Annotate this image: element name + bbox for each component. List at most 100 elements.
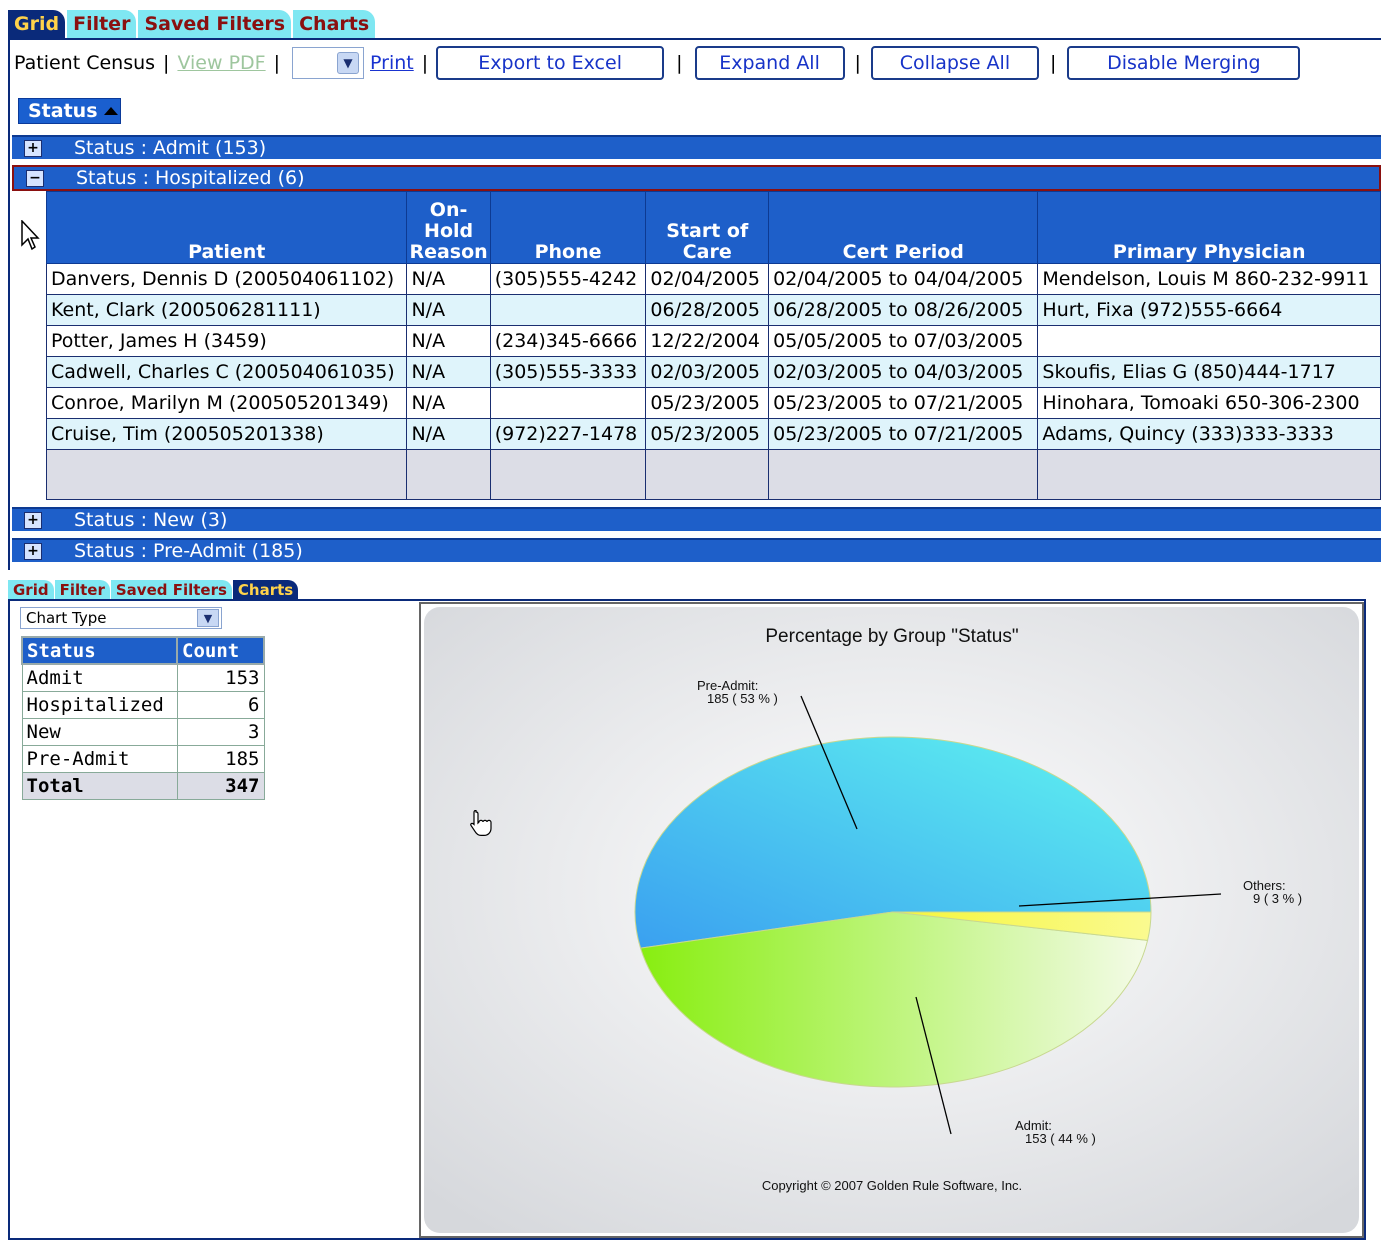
cell-on-hold-reason: N/A <box>406 418 491 450</box>
tab-saved-filters[interactable]: Saved Filters <box>138 10 292 38</box>
cell-primary-physician <box>1037 325 1381 357</box>
summary-status: Hospitalized <box>21 690 178 719</box>
pie-label-name: Admit: <box>1015 1118 1052 1133</box>
pie-slice-pre-admit[interactable] <box>634 736 1152 949</box>
chevron-down-icon[interactable]: ▼ <box>337 52 360 74</box>
status-sort-chip[interactable]: Status <box>18 98 121 124</box>
cell-primary-physician: Skoufis, Elias G (850)444-1717 <box>1037 356 1381 388</box>
leader-line <box>800 695 858 830</box>
expand-icon[interactable]: + <box>24 542 42 560</box>
summary-status: New <box>21 717 178 746</box>
status-summary-table: Status Count Admit 153 Hospitalized 6 Ne… <box>21 636 265 800</box>
cell-cert-period: 05/05/2005 to 07/03/2005 <box>768 325 1039 357</box>
toolbar: Patient Census | View PDF | ▼ Print | Ex… <box>14 46 1301 80</box>
table-row[interactable]: Conroe, Marilyn M (200505201349) N/A 05/… <box>45 387 1381 419</box>
export-format-select[interactable]: ▼ <box>292 47 365 79</box>
group-row-admit[interactable]: + Status : Admit (153) <box>12 135 1381 159</box>
table-row[interactable]: Danvers, Dennis D (200504061102) N/A (30… <box>45 263 1381 295</box>
pie-chart-panel: Percentage by Group "Status" Pre-Admit: 1… <box>419 602 1364 1238</box>
collapse-all-button[interactable]: Collapse All <box>870 46 1039 80</box>
pie-slice-others[interactable] <box>892 911 1152 941</box>
table-row[interactable]: Cadwell, Charles C (200504061035) N/A (3… <box>45 356 1381 388</box>
top-divider <box>8 38 1381 40</box>
summary-total-value: 347 <box>176 771 265 800</box>
col-header-phone[interactable]: Phone <box>489 191 647 264</box>
summary-status: Admit <box>21 663 178 692</box>
empty-cell <box>45 449 408 500</box>
cell-patient: Danvers, Dennis D (200504061102) <box>45 263 408 295</box>
summary-col-status: Status <box>21 636 178 665</box>
report-title: Patient Census <box>14 52 156 74</box>
summary-count: 185 <box>176 744 265 773</box>
chart-copyright: Copyright © 2007 Golden Rule Software, I… <box>762 1178 1022 1193</box>
tab-grid[interactable]: Grid <box>8 10 66 38</box>
col-header-cert-period[interactable]: Cert Period <box>768 191 1039 264</box>
table-row[interactable]: Potter, James H (3459) N/A (234)345-6666… <box>45 325 1381 357</box>
export-to-excel-button[interactable]: Export to Excel <box>436 46 665 80</box>
col-header-start-of-care[interactable]: Start of Care <box>645 191 770 264</box>
tab-charts[interactable]: Charts <box>293 10 376 38</box>
cell-phone: (305)555-3333 <box>489 356 647 388</box>
sort-ascending-icon <box>103 107 118 115</box>
pie-slice-admit[interactable] <box>639 911 1149 1088</box>
col-header-patient[interactable]: Patient <box>45 191 408 264</box>
expand-all-button[interactable]: Expand All <box>694 46 845 80</box>
group-row-new[interactable]: + Status : New (3) <box>12 507 1381 531</box>
group-label: Status : Admit (153) <box>74 137 267 159</box>
tab-saved-filters[interactable]: Saved Filters <box>110 580 232 600</box>
expand-icon[interactable]: + <box>24 511 42 529</box>
pie-label-value: 9 ( 3 % ) <box>1253 891 1302 906</box>
summary-total-label: Total <box>21 771 178 800</box>
table-row[interactable]: Kent, Clark (200506281111) N/A 06/28/200… <box>45 294 1381 326</box>
summary-header-row: Status Count <box>21 636 265 665</box>
cell-on-hold-reason: N/A <box>406 263 491 295</box>
print-link[interactable]: Print <box>370 52 414 74</box>
expand-icon[interactable]: + <box>24 139 42 157</box>
pie-label-value: 185 ( 53 % ) <box>707 691 778 706</box>
cell-start-of-care: 05/23/2005 <box>645 418 770 450</box>
summary-status: Pre-Admit <box>21 744 178 773</box>
cell-patient: Kent, Clark (200506281111) <box>45 294 408 326</box>
summary-row: Admit 153 <box>21 663 265 692</box>
leader-line <box>915 996 952 1135</box>
chevron-down-icon[interactable]: ▼ <box>197 609 219 627</box>
separator: | <box>676 52 683 74</box>
cell-primary-physician: Mendelson, Louis M 860-232-9911 <box>1037 263 1381 295</box>
cell-primary-physician: Hurt, Fixa (972)555-6664 <box>1037 294 1381 326</box>
empty-cell <box>768 449 1039 500</box>
disable-merging-button[interactable]: Disable Merging <box>1067 46 1301 80</box>
chart-frame-right <box>1364 599 1366 1240</box>
bottom-divider <box>8 599 1366 601</box>
tab-filter[interactable]: Filter <box>54 580 110 600</box>
chart-title: Percentage by Group "Status" <box>765 626 1018 647</box>
view-pdf-link: View PDF <box>177 52 266 74</box>
pie-label-name: Others: <box>1243 878 1286 893</box>
cell-patient: Cadwell, Charles C (200504061035) <box>45 356 408 388</box>
chart-type-select[interactable]: Chart Type ▼ <box>20 607 222 629</box>
cell-primary-physician: Hinohara, Tomoaki 650-306-2300 <box>1037 387 1381 419</box>
summary-row: Hospitalized 6 <box>21 690 265 719</box>
cell-cert-period: 02/04/2005 to 04/04/2005 <box>768 263 1039 295</box>
cell-phone <box>489 294 647 326</box>
separator: | <box>1049 52 1057 74</box>
chart-frame-left <box>8 599 10 1239</box>
separator: | <box>273 52 281 74</box>
summary-count: 3 <box>176 717 265 746</box>
top-tab-strip: Grid Filter Saved Filters Charts <box>8 10 377 38</box>
patient-grid: Patient On- Hold Reason Phone Start of C… <box>45 191 1381 500</box>
leader-line <box>1018 893 1222 907</box>
collapse-icon[interactable]: − <box>26 169 44 187</box>
tab-charts[interactable]: Charts <box>232 580 299 600</box>
sort-chip-label: Status <box>28 100 98 122</box>
table-row[interactable]: Cruise, Tim (200505201338) N/A (972)227-… <box>45 418 1381 450</box>
summary-count: 6 <box>176 690 265 719</box>
summary-row: New 3 <box>21 717 265 746</box>
tab-filter[interactable]: Filter <box>67 10 137 38</box>
summary-row: Pre-Admit 185 <box>21 744 265 773</box>
group-row-pre-admit[interactable]: + Status : Pre-Admit (185) <box>12 538 1381 562</box>
col-header-primary-physician[interactable]: Primary Physician <box>1037 191 1381 264</box>
tab-grid[interactable]: Grid <box>8 580 54 600</box>
group-row-hospitalized[interactable]: − Status : Hospitalized (6) <box>12 165 1381 191</box>
summary-total-row: Total 347 <box>21 771 265 800</box>
col-header-on-hold-reason[interactable]: On- Hold Reason <box>406 191 491 264</box>
